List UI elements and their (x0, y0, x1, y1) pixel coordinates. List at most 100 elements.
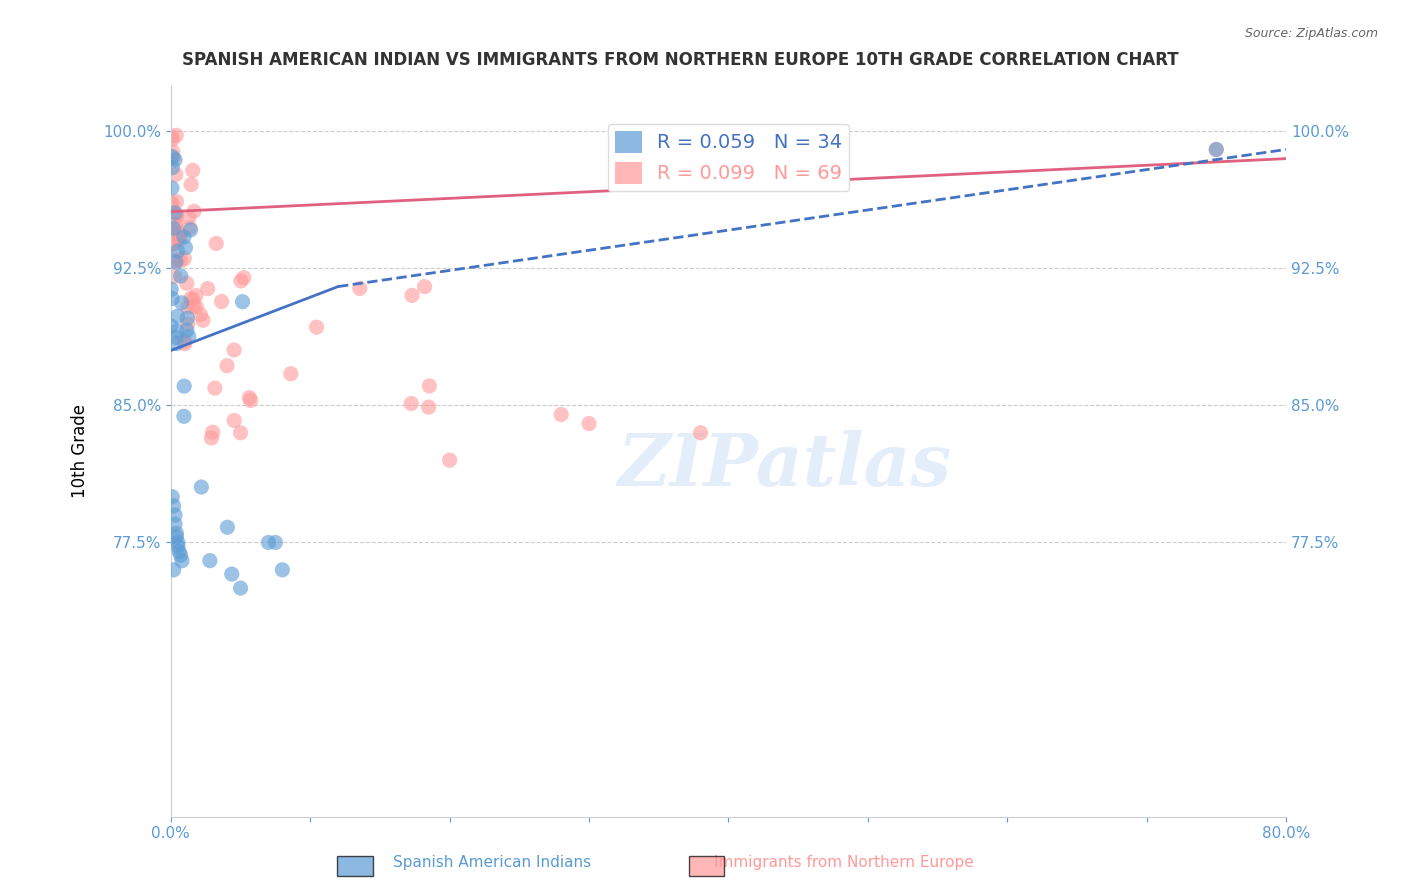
Immigrants from Northern Europe (160, 198, 183, 212)
Immigrants from Northern Europe (689, 425, 711, 440)
Point (167, 544, 190, 558)
Spanish American Indians (160, 292, 183, 306)
Immigrants from Northern Europe (186, 300, 208, 314)
Point (163, 508, 186, 522)
Spanish American Indians (163, 206, 186, 220)
Spanish American Indians (173, 379, 195, 393)
Spanish American Indians (177, 329, 200, 343)
Spanish American Indians (166, 244, 188, 258)
Immigrants from Northern Europe (205, 236, 228, 251)
Immigrants from Northern Europe (201, 425, 224, 440)
Immigrants from Northern Europe (550, 408, 572, 422)
Spanish American Indians (180, 223, 202, 237)
Spanish American Indians (162, 161, 184, 175)
Spanish American Indians (176, 323, 198, 337)
Spanish American Indians (160, 181, 183, 195)
Immigrants from Northern Europe (183, 204, 205, 219)
Spanish American Indians (160, 318, 183, 333)
Immigrants from Northern Europe (165, 210, 187, 224)
Text: Source: ZipAtlas.com: Source: ZipAtlas.com (1244, 27, 1378, 40)
Immigrants from Northern Europe (167, 232, 190, 246)
Immigrants from Northern Europe (191, 313, 214, 327)
Spanish American Indians (231, 294, 253, 309)
Legend: R = 0.059   N = 34, R = 0.099   N = 69: R = 0.059 N = 34, R = 0.099 N = 69 (607, 124, 849, 191)
Spanish American Indians (165, 255, 187, 269)
Immigrants from Northern Europe (169, 227, 191, 242)
Spanish American Indians (1205, 143, 1227, 157)
Spanish American Indians (166, 324, 188, 338)
Immigrants from Northern Europe (401, 288, 423, 302)
Spanish American Indians (166, 310, 188, 324)
Immigrants from Northern Europe (180, 178, 202, 192)
Immigrants from Northern Europe (163, 269, 186, 284)
Point (165, 530, 187, 544)
Immigrants from Northern Europe (162, 237, 184, 252)
Text: Spanish American Indians: Spanish American Indians (394, 855, 591, 870)
Immigrants from Northern Europe (162, 132, 184, 146)
Immigrants from Northern Europe (413, 279, 436, 293)
Immigrants from Northern Europe (183, 299, 205, 313)
Immigrants from Northern Europe (177, 211, 200, 225)
Immigrants from Northern Europe (190, 308, 212, 322)
Immigrants from Northern Europe (217, 359, 239, 373)
Immigrants from Northern Europe (167, 227, 190, 242)
Immigrants from Northern Europe (180, 292, 202, 306)
Immigrants from Northern Europe (166, 194, 188, 209)
Point (229, 581, 252, 595)
Spanish American Indians (166, 336, 188, 351)
Spanish American Indians (173, 409, 195, 424)
Text: ZIPatlas: ZIPatlas (617, 430, 952, 501)
Immigrants from Northern Europe (166, 208, 188, 222)
Immigrants from Northern Europe (165, 217, 187, 231)
Spanish American Indians (264, 535, 287, 549)
Point (166, 539, 188, 553)
Immigrants from Northern Europe (222, 343, 245, 357)
Immigrants from Northern Europe (224, 413, 246, 427)
Immigrants from Northern Europe (160, 223, 183, 237)
Immigrants from Northern Europe (176, 277, 198, 291)
Immigrants from Northern Europe (165, 221, 187, 235)
Y-axis label: 10th Grade: 10th Grade (72, 404, 89, 498)
Immigrants from Northern Europe (239, 393, 262, 408)
Immigrants from Northern Europe (401, 396, 423, 410)
Spanish American Indians (170, 295, 193, 310)
Immigrants from Northern Europe (176, 317, 198, 331)
Immigrants from Northern Europe (184, 288, 207, 302)
Point (169, 548, 191, 562)
Immigrants from Northern Europe (305, 320, 328, 334)
Immigrants from Northern Europe (418, 379, 440, 393)
Immigrants from Northern Europe (229, 274, 252, 288)
Immigrants from Northern Europe (177, 300, 200, 314)
Immigrants from Northern Europe (578, 417, 600, 431)
Immigrants from Northern Europe (211, 294, 233, 309)
Immigrants from Northern Europe (165, 128, 187, 143)
Point (162, 499, 184, 513)
Point (162, 490, 184, 504)
Spanish American Indians (160, 149, 183, 163)
Spanish American Indians (217, 520, 239, 534)
Spanish American Indians (190, 480, 212, 494)
Immigrants from Northern Europe (173, 334, 195, 348)
Immigrants from Northern Europe (181, 293, 204, 307)
Immigrants from Northern Europe (204, 381, 226, 395)
Immigrants from Northern Europe (162, 254, 184, 268)
Spanish American Indians (170, 268, 193, 283)
Immigrants from Northern Europe (238, 391, 260, 405)
Immigrants from Northern Europe (160, 238, 183, 252)
Point (165, 526, 187, 541)
Spanish American Indians (173, 230, 195, 244)
Spanish American Indians (162, 221, 184, 235)
Immigrants from Northern Europe (418, 400, 440, 414)
Immigrants from Northern Europe (229, 425, 252, 440)
Immigrants from Northern Europe (181, 163, 204, 178)
Immigrants from Northern Europe (200, 431, 222, 445)
Immigrants from Northern Europe (169, 254, 191, 268)
Immigrants from Northern Europe (173, 336, 195, 351)
Spanish American Indians (257, 535, 280, 549)
Immigrants from Northern Europe (280, 367, 302, 381)
Immigrants from Northern Europe (232, 270, 254, 285)
Point (166, 535, 188, 549)
Spanish American Indians (271, 563, 294, 577)
Spanish American Indians (174, 241, 197, 255)
Immigrants from Northern Europe (162, 145, 184, 159)
